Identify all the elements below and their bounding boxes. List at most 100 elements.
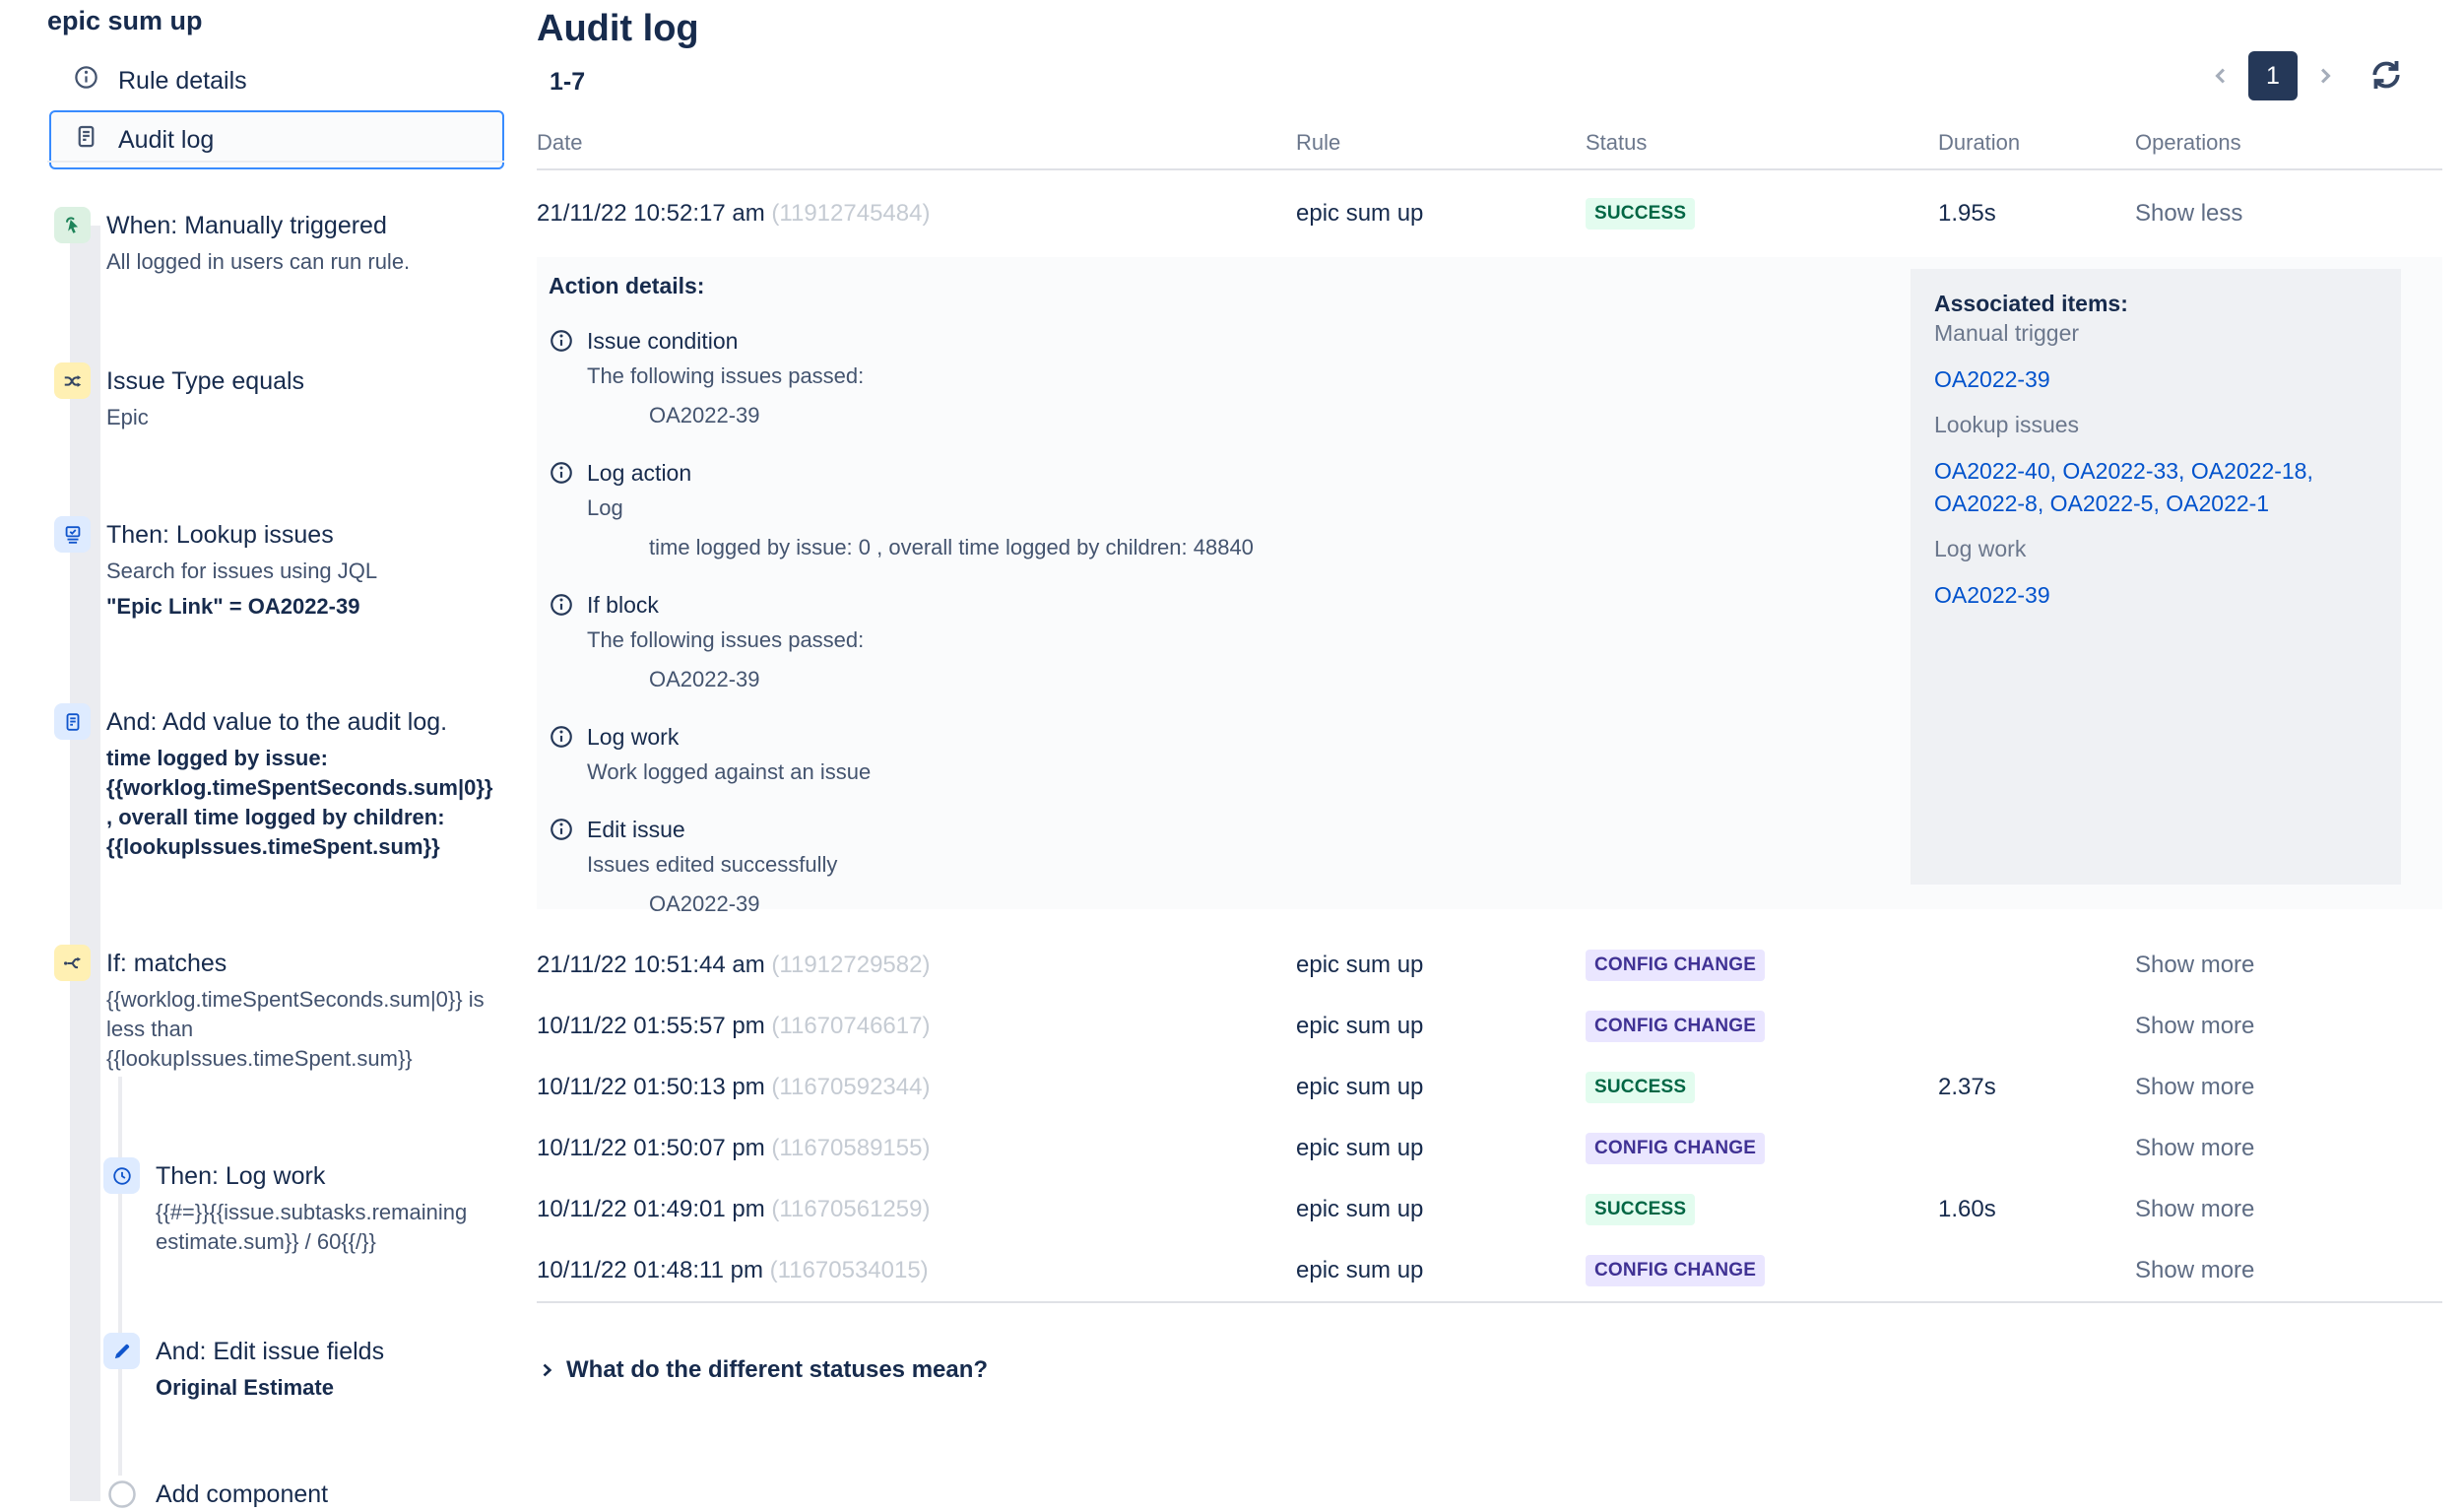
- row-rule: epic sum up: [1296, 1257, 1424, 1283]
- step-edit-issue-fields[interactable]: And: Edit issue fields Original Estimate: [103, 1333, 500, 1403]
- show-more-link[interactable]: Show more: [2135, 1135, 2255, 1161]
- show-more-link[interactable]: Show more: [2135, 1013, 2255, 1039]
- step-lookup-issues[interactable]: Then: Lookup issues Search for issues us…: [54, 516, 500, 622]
- expanded-log-details: Action details: Issue condition The foll…: [537, 257, 2442, 916]
- status-badge: SUCCESS: [1586, 1194, 1696, 1225]
- row-rule: epic sum up: [1296, 1135, 1424, 1161]
- step-title: When: Manually triggered: [106, 212, 387, 239]
- show-more-link[interactable]: Show more: [2135, 1257, 2255, 1283]
- sidebar-item-label: Audit log: [118, 125, 215, 154]
- nested-connector-line: [118, 1077, 122, 1494]
- step-title: And: Edit issue fields: [156, 1338, 385, 1365]
- associated-items-heading: Associated items:: [1934, 291, 2128, 316]
- column-header-rule: Rule: [1296, 130, 1341, 155]
- step-description: {{worklog.timeSpentSeconds.sum|0}} is le…: [106, 987, 485, 1071]
- step-title: Add component: [156, 1480, 329, 1508]
- step-description: All logged in users can run rule.: [106, 249, 411, 274]
- table-row: 10/11/22 01:49:01 pm (11670561259) epic …: [537, 1179, 2442, 1240]
- row-log-id: (11670589155): [771, 1135, 931, 1161]
- clock-icon: [103, 1157, 140, 1194]
- pencil-icon: [103, 1333, 140, 1369]
- audit-log-action-icon: [54, 703, 91, 740]
- page-previous-button[interactable]: [2207, 62, 2235, 90]
- row-duration: 1.95s: [1938, 200, 1996, 227]
- step-jql-value: "Epic Link" = OA2022-39: [106, 594, 360, 619]
- audit-log-main: Audit log 1-7 1 Date Rule Status Duratio…: [528, 0, 2464, 1501]
- column-header-duration: Duration: [1938, 130, 2021, 155]
- info-icon: [73, 64, 99, 98]
- detail-item-description: The following issues passed:: [587, 363, 865, 388]
- step-smart-value: time logged by issue: {{worklog.timeSpen…: [106, 746, 493, 859]
- detail-item-result: OA2022-39: [649, 667, 760, 691]
- row-log-id: (11670746617): [771, 1013, 931, 1039]
- table-row: 21/11/22 10:52:17 am (11912745484) epic …: [537, 170, 2442, 257]
- table-row: 10/11/22 01:48:11 pm (11670534015) epic …: [537, 1240, 2442, 1301]
- step-if-matches[interactable]: If: matches {{worklog.timeSpentSeconds.s…: [54, 945, 500, 1074]
- issue-link[interactable]: OA2022-39: [1934, 366, 2050, 392]
- step-title: If: matches: [106, 950, 227, 977]
- step-description: Epic: [106, 405, 149, 429]
- issue-link[interactable]: OA2022-39: [1934, 582, 2050, 608]
- info-icon: [549, 815, 574, 921]
- step-add-component[interactable]: Add component: [103, 1476, 500, 1512]
- row-date: 10/11/22 01:50:07 pm: [537, 1135, 765, 1161]
- issue-links[interactable]: OA2022-40, OA2022-33, OA2022-18, OA2022-…: [1934, 458, 2313, 516]
- audit-log-icon: [73, 123, 99, 157]
- info-icon: [549, 326, 574, 432]
- page-title: Audit log: [537, 8, 699, 49]
- statuses-help-toggle[interactable]: What do the different statuses mean?: [537, 1356, 2442, 1384]
- show-more-link[interactable]: Show more: [2135, 952, 2255, 978]
- detail-item-title: Issue condition: [587, 328, 739, 354]
- step-title: Then: Lookup issues: [106, 521, 334, 549]
- column-header-date: Date: [537, 130, 583, 155]
- row-date: 10/11/22 01:55:57 pm: [537, 1013, 765, 1039]
- detail-item: Log work Work logged against an issue: [549, 722, 2442, 789]
- row-log-id: (11912729582): [771, 952, 931, 978]
- step-add-audit-value[interactable]: And: Add value to the audit log. time lo…: [54, 703, 500, 862]
- pagination: 1: [2207, 51, 2339, 100]
- row-rule: epic sum up: [1296, 1196, 1424, 1222]
- info-icon: [549, 590, 574, 696]
- chevron-right-icon: [543, 1363, 552, 1377]
- row-date: 10/11/22 01:48:11 pm: [537, 1257, 763, 1283]
- branch-icon: [54, 945, 91, 981]
- sidebar-divider: [47, 161, 504, 163]
- info-icon: [549, 722, 574, 789]
- row-rule: epic sum up: [1296, 1013, 1424, 1039]
- step-issue-type-condition[interactable]: Issue Type equals Epic: [54, 362, 500, 432]
- associated-group-label: Manual trigger: [1934, 320, 2080, 346]
- row-log-id: (11912745484): [771, 200, 931, 227]
- status-badge: SUCCESS: [1586, 1072, 1696, 1103]
- row-rule: epic sum up: [1296, 1074, 1424, 1100]
- row-date: 10/11/22 01:50:13 pm: [537, 1074, 765, 1100]
- step-field-name: Original Estimate: [156, 1375, 334, 1400]
- info-icon: [549, 458, 574, 564]
- step-title: Then: Log work: [156, 1162, 326, 1190]
- step-title: Issue Type equals: [106, 367, 305, 395]
- detail-item-result: OA2022-39: [649, 403, 760, 427]
- manual-trigger-icon: [54, 207, 91, 243]
- step-manual-trigger[interactable]: When: Manually triggered All logged in u…: [54, 207, 500, 277]
- column-header-status: Status: [1586, 130, 1648, 155]
- detail-item-title: Edit issue: [587, 817, 685, 842]
- refresh-icon[interactable]: [2367, 55, 2406, 99]
- show-more-link[interactable]: Show more: [2135, 1074, 2255, 1100]
- sidebar-item-rule-details[interactable]: Rule details: [49, 51, 504, 110]
- show-more-link[interactable]: Show more: [2135, 1196, 2255, 1222]
- detail-item-description: The following issues passed:: [587, 627, 865, 652]
- step-log-work[interactable]: Then: Log work {{#=}}{{issue.subtasks.re…: [103, 1157, 500, 1257]
- detail-item-title: If block: [587, 592, 659, 618]
- table-row: 21/11/22 10:51:44 am (11912729582) epic …: [537, 935, 2442, 996]
- column-header-operations: Operations: [2135, 130, 2241, 155]
- row-rule: epic sum up: [1296, 952, 1424, 978]
- step-title: And: Add value to the audit log.: [106, 708, 448, 736]
- detail-item-description: Work logged against an issue: [587, 759, 872, 784]
- table-header-row: Date Rule Status Duration Operations: [537, 130, 2442, 170]
- sidebar-item-audit-log[interactable]: Audit log: [49, 110, 504, 169]
- table-row: 10/11/22 01:50:07 pm (11670589155) epic …: [537, 1118, 2442, 1179]
- row-rule: epic sum up: [1296, 200, 1424, 227]
- current-page-button[interactable]: 1: [2248, 51, 2298, 100]
- show-less-link[interactable]: Show less: [2135, 200, 2243, 227]
- associated-group-label: Log work: [1934, 536, 2027, 561]
- page-next-button[interactable]: [2311, 62, 2339, 90]
